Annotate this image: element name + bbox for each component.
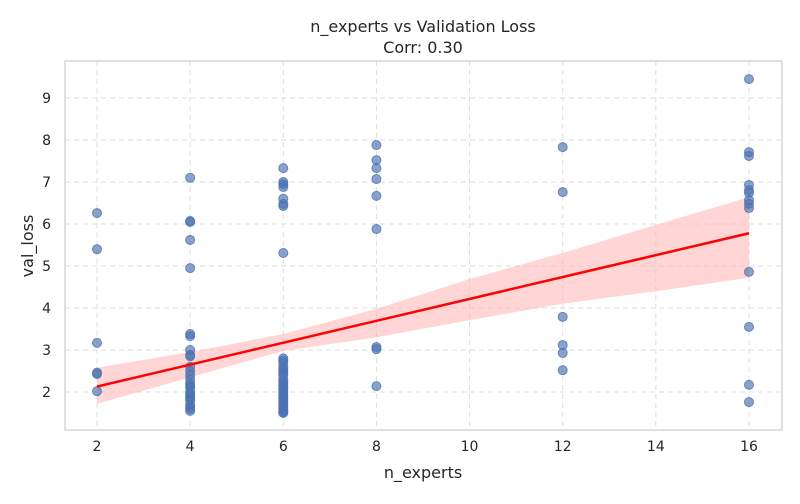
data-point (371, 224, 382, 235)
data-point (743, 150, 754, 161)
data-point (185, 405, 196, 416)
data-point (557, 311, 568, 322)
data-point (743, 379, 754, 390)
y-tick-label: 7 (42, 175, 51, 191)
x-tick-label: 6 (279, 439, 288, 455)
data-point (743, 74, 754, 85)
chart-subtitle: Corr: 0.30 (383, 38, 463, 57)
x-tick-label: 4 (186, 439, 195, 455)
data-point (371, 344, 382, 355)
data-point (557, 142, 568, 153)
y-tick-label: 9 (42, 91, 51, 107)
y-tick-label: 2 (42, 385, 51, 401)
data-point (371, 163, 382, 174)
data-point (743, 321, 754, 332)
data-point (557, 347, 568, 358)
regression-line (96, 232, 750, 388)
data-point (278, 182, 289, 193)
x-axis-label: n_experts (384, 463, 462, 483)
data-point (557, 187, 568, 198)
data-point (92, 368, 102, 379)
x-tick-label: 2 (93, 439, 102, 455)
x-tick-label: 12 (554, 439, 572, 455)
x-tick-label: 14 (647, 439, 665, 455)
data-point (92, 244, 102, 255)
data-point (185, 172, 196, 183)
data-point (92, 208, 102, 219)
data-point (278, 408, 289, 418)
y-tick-label: 3 (42, 343, 51, 359)
x-tick-label: 8 (372, 439, 381, 455)
data-point (278, 200, 289, 211)
data-point (743, 266, 754, 277)
chart-title: n_experts vs Validation Loss (310, 17, 536, 37)
data-point (92, 337, 102, 348)
y-tick-label: 6 (42, 217, 51, 233)
data-point (185, 263, 196, 274)
x-tick-label: 10 (461, 439, 479, 455)
data-point (371, 381, 382, 392)
data-point (92, 386, 102, 397)
x-tick-label: 16 (740, 439, 758, 455)
data-point (557, 365, 568, 376)
data-point (185, 234, 196, 245)
data-point (185, 216, 196, 227)
data-point (371, 190, 382, 201)
data-point (743, 397, 754, 408)
y-axis-label: val_loss (18, 215, 38, 278)
y-tick-label: 4 (42, 301, 51, 317)
confidence-band (97, 197, 749, 404)
data-point (278, 163, 289, 174)
data-point (371, 140, 382, 151)
y-tick-label: 8 (42, 133, 51, 149)
plot-frame (64, 60, 783, 431)
data-point (371, 174, 382, 185)
data-point (185, 331, 196, 342)
data-point (185, 351, 196, 362)
data-point (278, 247, 289, 258)
y-tick-label: 5 (42, 259, 51, 275)
data-point (743, 203, 754, 214)
